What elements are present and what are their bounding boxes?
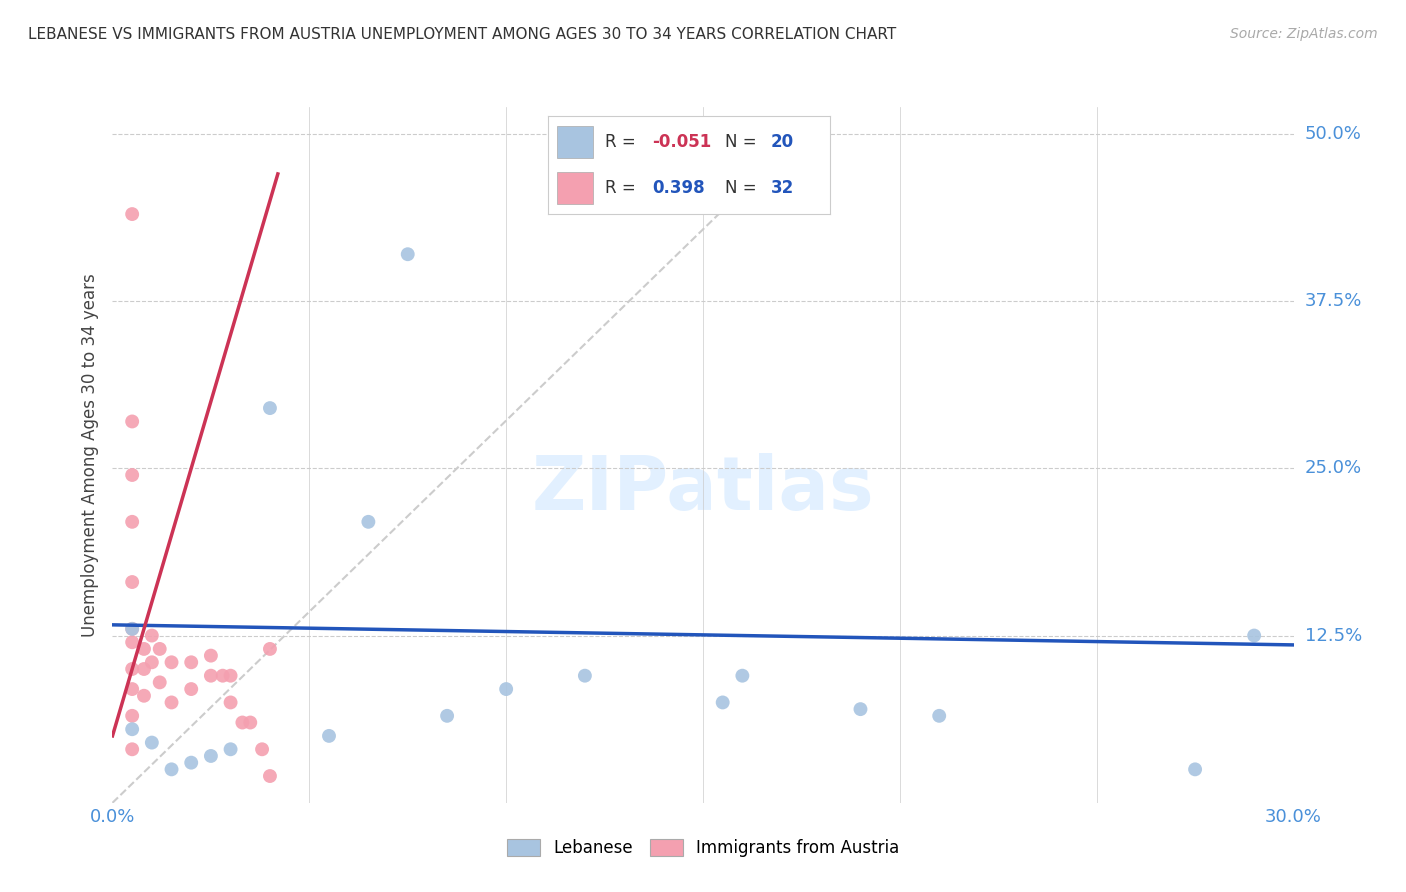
Point (574, 669, 596, 683)
Point (219, 669, 242, 683)
Text: 32: 32 (770, 178, 794, 196)
Point (318, 729, 340, 743)
Point (121, 515, 143, 529)
Y-axis label: Unemployment Among Ages 30 to 34 years: Unemployment Among Ages 30 to 34 years (80, 273, 98, 637)
Point (121, 622, 143, 636)
Text: LEBANESE VS IMMIGRANTS FROM AUSTRIA UNEMPLOYMENT AMONG AGES 30 TO 34 YEARS CORRE: LEBANESE VS IMMIGRANTS FROM AUSTRIA UNEM… (28, 27, 897, 42)
Text: -0.051: -0.051 (652, 134, 711, 152)
Point (200, 749, 222, 764)
Text: Source: ZipAtlas.com: Source: ZipAtlas.com (1230, 27, 1378, 41)
Point (121, 723, 143, 737)
FancyBboxPatch shape (557, 126, 593, 158)
Point (231, 715, 253, 730)
Point (121, 681, 143, 696)
Point (250, 742, 273, 756)
Point (121, 575, 143, 590)
Point (149, 675, 172, 690)
Point (211, 669, 233, 683)
Point (121, 708, 143, 723)
Point (160, 696, 183, 710)
Point (239, 715, 262, 730)
Point (141, 628, 163, 642)
Text: N =: N = (725, 134, 762, 152)
Point (132, 642, 155, 657)
Point (132, 662, 155, 676)
Point (132, 689, 155, 703)
Text: 12.5%: 12.5% (1305, 626, 1362, 645)
Point (160, 655, 183, 669)
Point (121, 207, 143, 221)
FancyBboxPatch shape (557, 172, 593, 204)
Point (121, 622, 143, 636)
Point (180, 655, 202, 669)
Point (149, 642, 172, 657)
Point (180, 681, 202, 696)
Text: R =: R = (605, 178, 645, 196)
Point (200, 669, 222, 683)
Point (731, 669, 754, 683)
Text: 50.0%: 50.0% (1305, 125, 1361, 143)
Text: R =: R = (605, 134, 641, 152)
Point (259, 642, 281, 657)
Point (219, 696, 242, 710)
Point (849, 702, 872, 716)
Point (121, 415, 143, 429)
Point (141, 735, 163, 749)
Point (121, 635, 143, 649)
Point (259, 769, 281, 783)
Point (259, 401, 281, 416)
Point (928, 708, 950, 723)
Point (1184, 762, 1206, 776)
Text: 0.398: 0.398 (652, 178, 704, 196)
Point (219, 742, 242, 756)
Point (200, 648, 222, 663)
Point (121, 742, 143, 756)
Text: 25.0%: 25.0% (1305, 459, 1362, 477)
Point (495, 681, 517, 696)
Point (160, 762, 183, 776)
Text: ZIPatlas: ZIPatlas (531, 453, 875, 526)
Text: N =: N = (725, 178, 762, 196)
Point (121, 468, 143, 483)
Legend: Lebanese, Immigrants from Austria: Lebanese, Immigrants from Austria (501, 832, 905, 864)
Point (396, 247, 419, 261)
Point (121, 662, 143, 676)
Point (436, 708, 458, 723)
Point (180, 756, 202, 770)
Point (711, 696, 734, 710)
Text: 20: 20 (770, 134, 793, 152)
Point (357, 515, 380, 529)
Text: 37.5%: 37.5% (1305, 292, 1362, 310)
Point (1243, 628, 1265, 642)
Point (141, 655, 163, 669)
